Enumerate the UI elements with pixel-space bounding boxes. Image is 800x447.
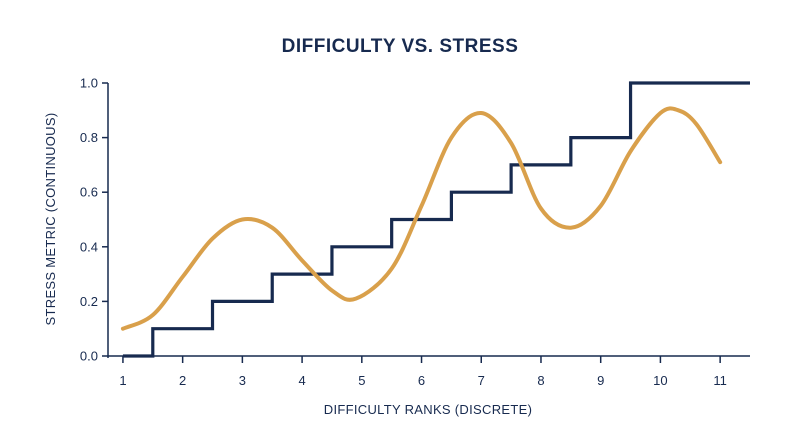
x-tick-label: 2 xyxy=(179,373,186,388)
x-tick-label: 11 xyxy=(713,373,727,388)
x-tick-label: 5 xyxy=(358,373,365,388)
stress-curve-series xyxy=(120,106,723,331)
x-tick-label: 10 xyxy=(653,373,667,388)
x-tick-label: 6 xyxy=(418,373,425,388)
y-tick-label: 0.0 xyxy=(80,349,98,364)
axes: 0.0 0.2 0.4 0.6 0.8 1.0 1 2 3 4 5 6 7 8 9 10 11 xyxy=(80,76,750,388)
y-tick-label: 1.0 xyxy=(80,76,98,91)
y-tick-label: 0.2 xyxy=(80,294,98,309)
x-tick-label: 1 xyxy=(119,373,126,388)
x-tick-label: 9 xyxy=(597,373,604,388)
y-tick-label: 0.4 xyxy=(80,239,98,254)
x-axis-title: DIFFICULTY RANKS (DISCRETE) xyxy=(324,402,532,417)
series-layer xyxy=(120,81,750,358)
x-tick-label: 3 xyxy=(239,373,246,388)
x-tick-label: 8 xyxy=(537,373,544,388)
x-tick-label: 7 xyxy=(478,373,485,388)
y-tick-label: 0.6 xyxy=(80,185,98,200)
chart-title: DIFFICULTY VS. STRESS xyxy=(281,36,519,57)
y-tick-label: 0.8 xyxy=(80,130,98,145)
difficulty-step-series xyxy=(122,81,750,358)
x-tick-label: 4 xyxy=(298,373,305,388)
y-axis-title: STRESS METRIC (CONTINUOUS) xyxy=(43,113,58,326)
